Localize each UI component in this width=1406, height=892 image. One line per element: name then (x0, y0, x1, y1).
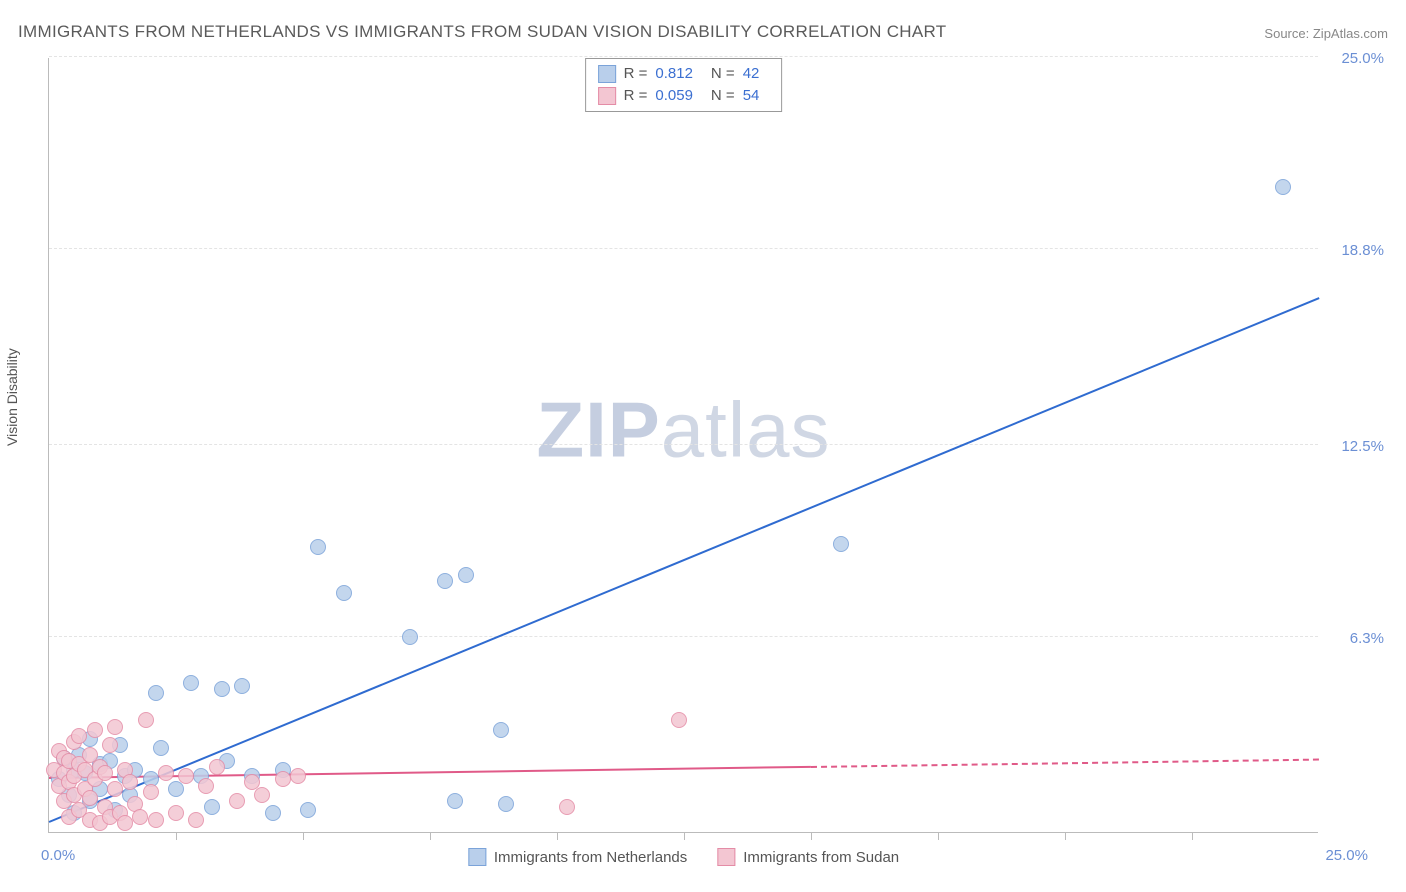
data-point (148, 685, 164, 701)
correlation-legend-row: R = 0.059 N = 54 (598, 85, 770, 107)
correlation-legend-row: R = 0.812 N = 42 (598, 63, 770, 85)
n-value: 54 (743, 85, 760, 107)
gridline-h (49, 56, 1318, 57)
data-point (158, 765, 174, 781)
regression-line (49, 297, 1320, 823)
x-minor-tick (684, 832, 685, 840)
data-point (265, 805, 281, 821)
data-point (310, 539, 326, 555)
legend-swatch-sudan (717, 848, 735, 866)
data-point (234, 678, 250, 694)
chart-title: IMMIGRANTS FROM NETHERLANDS VS IMMIGRANT… (18, 22, 946, 42)
gridline-h (49, 636, 1318, 637)
data-point (183, 675, 199, 691)
x-tick-label: 25.0% (1325, 847, 1368, 864)
legend-label: Immigrants from Netherlands (494, 849, 687, 866)
data-point (87, 722, 103, 738)
x-minor-tick (938, 832, 939, 840)
data-point (204, 799, 220, 815)
data-point (254, 787, 270, 803)
data-point (132, 809, 148, 825)
data-point (122, 774, 138, 790)
data-point (833, 536, 849, 552)
legend-item-sudan: Immigrants from Sudan (717, 848, 899, 866)
regression-line (811, 759, 1319, 768)
plot-area: ZIPatlas R = 0.812 N = 42 R = 0.059 N = … (48, 58, 1318, 833)
y-tick-label: 18.8% (1341, 242, 1384, 259)
data-point (178, 768, 194, 784)
data-point (498, 796, 514, 812)
data-point (97, 765, 113, 781)
x-tick-label: 0.0% (41, 847, 75, 864)
data-point (214, 681, 230, 697)
y-axis-label: Vision Disability (4, 348, 20, 446)
x-minor-tick (430, 832, 431, 840)
data-point (402, 629, 418, 645)
watermark-bold: ZIP (536, 385, 660, 473)
data-point (153, 740, 169, 756)
data-point (143, 784, 159, 800)
y-tick-label: 6.3% (1350, 630, 1384, 647)
data-point (229, 793, 245, 809)
series-legend: Immigrants from Netherlands Immigrants f… (468, 848, 899, 866)
n-label: N = (711, 85, 735, 107)
chart-source: Source: ZipAtlas.com (1264, 26, 1388, 41)
data-point (198, 778, 214, 794)
data-point (458, 567, 474, 583)
x-minor-tick (1065, 832, 1066, 840)
data-point (275, 771, 291, 787)
x-minor-tick (1192, 832, 1193, 840)
y-tick-label: 12.5% (1341, 438, 1384, 455)
data-point (138, 712, 154, 728)
legend-swatch-netherlands (598, 65, 616, 83)
gridline-h (49, 444, 1318, 445)
y-tick-label: 25.0% (1341, 50, 1384, 67)
watermark: ZIPatlas (536, 384, 830, 475)
r-label: R = (624, 63, 648, 85)
data-point (71, 728, 87, 744)
data-point (447, 793, 463, 809)
data-point (559, 799, 575, 815)
legend-item-netherlands: Immigrants from Netherlands (468, 848, 687, 866)
chart-container: IMMIGRANTS FROM NETHERLANDS VS IMMIGRANT… (0, 0, 1406, 892)
legend-swatch-sudan (598, 87, 616, 105)
data-point (148, 812, 164, 828)
x-minor-tick (811, 832, 812, 840)
data-point (107, 781, 123, 797)
watermark-light: atlas (661, 385, 831, 473)
data-point (82, 790, 98, 806)
r-value: 0.812 (655, 63, 693, 85)
x-minor-tick (303, 832, 304, 840)
data-point (168, 805, 184, 821)
r-value: 0.059 (655, 85, 693, 107)
r-label: R = (624, 85, 648, 107)
data-point (102, 737, 118, 753)
data-point (117, 815, 133, 831)
data-point (1275, 179, 1291, 195)
legend-swatch-netherlands (468, 848, 486, 866)
data-point (290, 768, 306, 784)
data-point (107, 719, 123, 735)
source-label: Source: (1264, 26, 1309, 41)
data-point (188, 812, 204, 828)
n-value: 42 (743, 63, 760, 85)
data-point (493, 722, 509, 738)
legend-label: Immigrants from Sudan (743, 849, 899, 866)
data-point (336, 585, 352, 601)
gridline-h (49, 248, 1318, 249)
n-label: N = (711, 63, 735, 85)
correlation-legend: R = 0.812 N = 42 R = 0.059 N = 54 (585, 58, 783, 112)
data-point (209, 759, 225, 775)
data-point (671, 712, 687, 728)
source-link[interactable]: ZipAtlas.com (1313, 26, 1388, 41)
x-minor-tick (557, 832, 558, 840)
data-point (300, 802, 316, 818)
data-point (437, 573, 453, 589)
x-minor-tick (176, 832, 177, 840)
